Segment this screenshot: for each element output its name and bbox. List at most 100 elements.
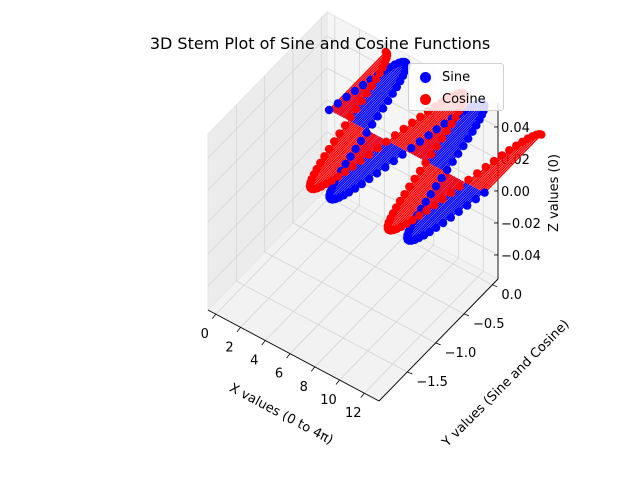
x-tick-label: 10	[320, 393, 337, 408]
point-cosine	[512, 141, 521, 150]
y-tick-mark	[492, 284, 498, 288]
y-tick-mark	[407, 371, 413, 375]
y-gridline	[320, 17, 493, 286]
chart-title: 3D Stem Plot of Sine and Cosine Function…	[149, 34, 491, 53]
point-cosine	[432, 142, 441, 151]
point-sine	[357, 179, 366, 189]
y-tick-mark	[435, 342, 441, 346]
point-sine	[464, 134, 473, 143]
point-sine	[459, 141, 468, 151]
point-sine	[333, 99, 343, 108]
z-tick-label: 0.04	[501, 121, 530, 136]
point-cosine	[375, 68, 384, 78]
point-sine	[392, 82, 401, 92]
point-sine	[378, 104, 388, 113]
point-sine	[425, 227, 434, 237]
stem-sine	[410, 183, 468, 242]
stem-sine	[334, 142, 391, 200]
point-cosine	[402, 219, 411, 228]
point-sine	[365, 174, 374, 184]
point-cosine	[373, 144, 382, 153]
point-cosine	[330, 137, 339, 146]
stem-sine	[430, 110, 485, 165]
y-gridline	[235, 105, 408, 373]
point-sine	[358, 80, 368, 90]
stem-sine	[423, 185, 473, 236]
point-cosine	[473, 169, 482, 178]
stem-cosine	[480, 134, 537, 192]
point-cosine	[320, 152, 329, 161]
point-cosine	[364, 150, 374, 159]
point-cosine	[464, 175, 473, 185]
point-cosine	[446, 188, 456, 198]
point-cosine	[408, 118, 417, 127]
stem-sine	[350, 64, 408, 123]
x-tick-mark	[335, 379, 340, 385]
stem-cosine	[387, 170, 445, 229]
point-cosine	[430, 200, 439, 210]
x-tick-label: 2	[225, 340, 233, 355]
stem-cosine	[333, 122, 354, 142]
stem-cosine	[389, 172, 448, 231]
z-tick-label: −0.02	[501, 217, 541, 232]
point-cosine	[447, 119, 456, 129]
point-cosine	[437, 134, 447, 143]
z-gridline	[207, 67, 499, 191]
point-cosine	[497, 151, 507, 160]
point-sine	[344, 188, 354, 197]
y-tick-label: −1.0	[445, 346, 477, 361]
point-sine	[356, 136, 366, 146]
y-gridline	[264, 75, 436, 344]
point-sine	[426, 190, 435, 199]
point-sine	[388, 89, 397, 98]
point-cosine	[451, 113, 460, 122]
stem-sine	[414, 183, 470, 241]
point-cosine	[421, 158, 430, 167]
stem-sine	[363, 108, 384, 129]
stem-cosine	[391, 122, 413, 144]
point-sine	[443, 165, 452, 175]
stem-cosine	[392, 173, 450, 231]
point-cosine	[316, 158, 325, 168]
point-sine	[431, 182, 441, 191]
y-axis-line	[378, 278, 499, 402]
stem-sine	[424, 102, 482, 162]
point-cosine	[357, 96, 366, 106]
point-sine	[440, 119, 449, 128]
point-sine	[463, 201, 472, 210]
point-cosine	[416, 112, 425, 122]
point-cosine	[415, 166, 425, 176]
point-sine	[480, 188, 489, 197]
point-sine	[346, 152, 355, 161]
point-sine	[438, 218, 448, 228]
point-sine	[407, 143, 416, 153]
point-cosine	[340, 167, 350, 177]
stem-sine	[429, 106, 485, 164]
point-cosine	[400, 190, 409, 199]
point-sine	[432, 125, 441, 134]
point-sine	[350, 184, 360, 193]
point-sine	[415, 137, 425, 146]
x-tick-label: 4	[250, 353, 258, 368]
stem-cosine	[392, 167, 439, 214]
stem-cosine	[309, 128, 366, 187]
x-tick-mark	[211, 313, 217, 319]
stem-sine	[425, 103, 484, 163]
point-cosine	[395, 196, 405, 206]
x-tick-label: 0	[201, 327, 209, 342]
stem-cosine	[484, 134, 542, 194]
x-axis-label: X values (0 to 4π)	[227, 381, 336, 448]
point-sine	[383, 96, 393, 106]
point-cosine	[333, 172, 343, 181]
point-sine	[351, 144, 360, 154]
legend-item-cosine: Cosine	[417, 89, 486, 109]
legend-marker-sine	[420, 71, 431, 83]
x-tick-mark	[310, 366, 316, 372]
point-cosine	[367, 81, 376, 91]
stem-sine	[408, 182, 467, 242]
point-cosine	[442, 126, 452, 136]
legend-label-sine: Sine	[442, 69, 471, 85]
point-cosine	[346, 113, 355, 122]
